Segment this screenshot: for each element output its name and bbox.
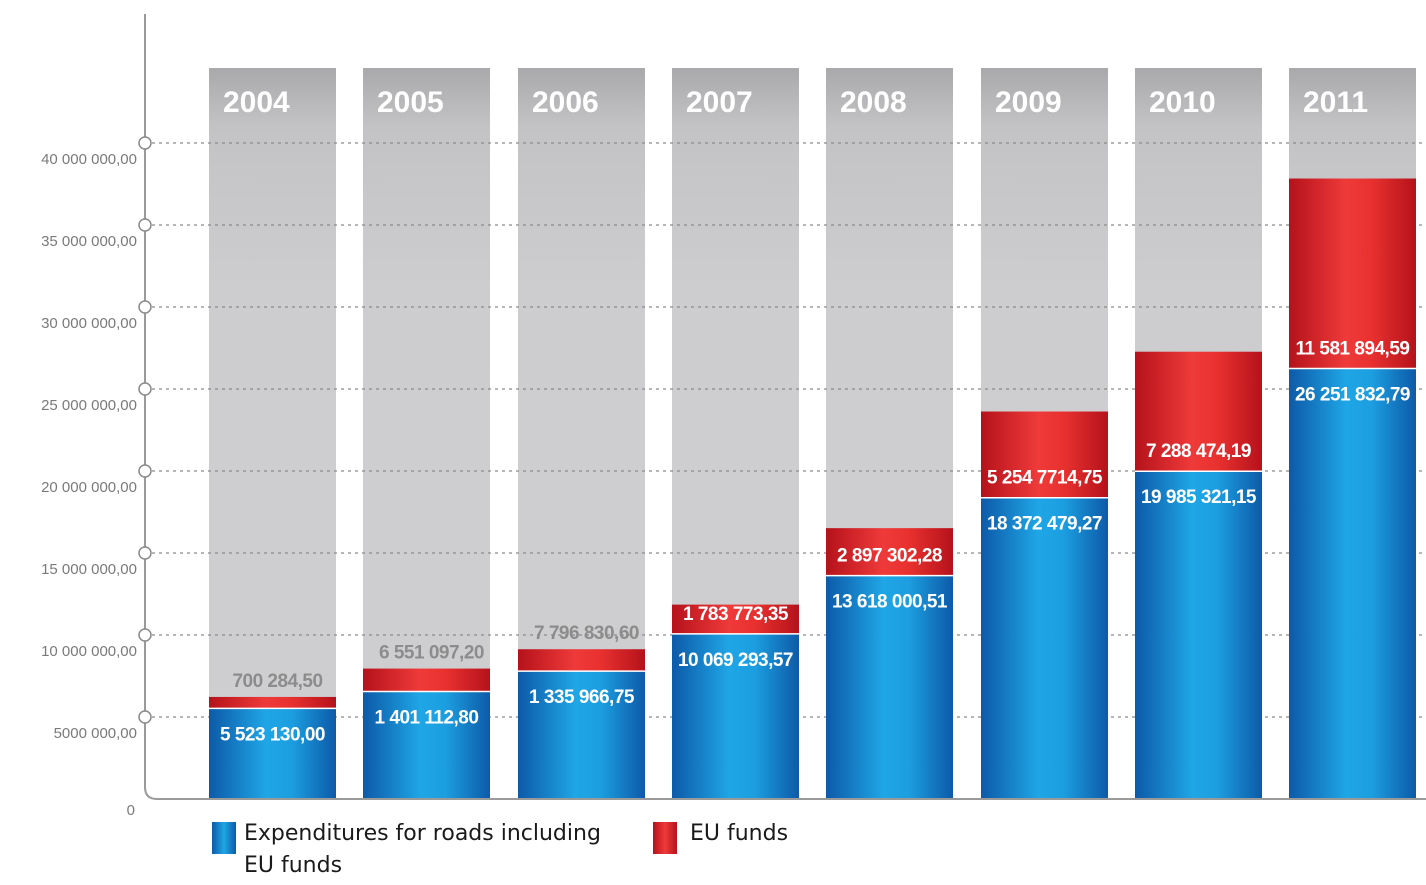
data-label-total-2006: 7 796 830,60 — [534, 623, 639, 644]
bar-eu-funds-2006 — [518, 649, 645, 672]
legend-swatch-roads — [212, 822, 236, 854]
bar-roads-2008 — [826, 575, 953, 799]
y-tick-label-4: 20 000 000,00 — [41, 479, 137, 496]
bar-roads-2004 — [209, 708, 336, 799]
tick-marker-1 — [138, 710, 152, 724]
axis-layer: 0 5000 000,00 10 000 000,00 15 000 000,00 20… — [41, 14, 1426, 819]
tick-marker-7 — [138, 218, 152, 232]
bar-eu-funds-2004 — [209, 696, 336, 709]
data-label-total-2005: 6 551 097,20 — [379, 643, 484, 664]
y-tick-label-7: 35 000 000,00 — [41, 233, 137, 250]
axis-line — [144, 14, 1426, 800]
y-tick-label-6: 30 000 000,00 — [41, 315, 137, 332]
column-background-2004 — [209, 68, 336, 799]
column-layer: 2004 2005 2006 2007 2008 2009 2010 2011 5 523 13… — [145, 68, 1426, 799]
data-label-roads-2006: 1 335 966,75 — [529, 687, 635, 708]
data-label-eu-2007: 1 783 773,35 — [683, 604, 789, 625]
y-tick-label-2: 10 000 000,00 — [41, 643, 137, 660]
bar-roads-2005 — [363, 691, 490, 799]
bar-eu-funds-2009 — [981, 411, 1108, 498]
data-label-roads-2004: 5 523 130,00 — [220, 724, 325, 745]
y-tick-label-1: 5000 000,00 — [54, 725, 137, 742]
data-label-eu-2009: 5 254 7714,75 — [987, 468, 1103, 489]
tick-marker-5 — [138, 382, 152, 396]
data-label-eu-2008: 2 897 302,28 — [837, 546, 942, 567]
y-tick-label-5: 25 000 000,00 — [41, 397, 137, 414]
tick-marker-6 — [138, 300, 152, 314]
legend-label-eu: EU funds — [690, 821, 789, 846]
year-label-2006: 2006 — [532, 86, 599, 119]
bar-eu-funds-2007 — [672, 604, 799, 634]
bar-eu-funds-2008 — [826, 528, 953, 576]
legend-swatch-eu — [653, 822, 677, 854]
year-label-2004: 2004 — [223, 86, 290, 119]
year-label-2008: 2008 — [840, 86, 907, 119]
data-label-roads-2009: 18 372 479,27 — [987, 514, 1102, 535]
y-tick-label-0: 0 — [127, 802, 135, 819]
data-label-roads-2011: 26 251 832,79 — [1295, 384, 1410, 405]
data-label-roads-2005: 1 401 112,80 — [375, 708, 479, 729]
data-label-roads-2007: 10 069 293,57 — [678, 650, 793, 671]
bar-roads-2010 — [1135, 471, 1262, 799]
bar-roads-2006 — [518, 671, 645, 799]
bar-eu-funds-2005 — [363, 668, 490, 692]
legend-label-roads: Expenditures for roads including EU fund… — [244, 821, 601, 878]
bar-eu-funds-2011 — [1289, 178, 1416, 369]
year-label-2007: 2007 — [686, 86, 753, 119]
year-label-2010: 2010 — [1149, 86, 1216, 119]
bar-eu-funds-2010 — [1135, 351, 1262, 472]
year-label-2009: 2009 — [995, 86, 1062, 119]
data-label-eu-2010: 7 288 474,19 — [1146, 441, 1251, 462]
data-label-roads-2010: 19 985 321,15 — [1141, 487, 1257, 508]
bar-roads-2007 — [672, 633, 799, 799]
tick-marker-2 — [138, 628, 152, 642]
data-label-total-2004: 700 284,50 — [232, 671, 322, 692]
tick-marker-3 — [138, 546, 152, 560]
data-label-roads-2008: 13 618 000,51 — [832, 592, 948, 613]
data-label-eu-2011: 11 581 894,59 — [1296, 338, 1410, 359]
year-label-2005: 2005 — [377, 86, 444, 119]
year-label-2011: 2011 — [1303, 86, 1368, 119]
tick-marker-4 — [138, 464, 152, 478]
y-tick-label-8: 40 000 000,00 — [41, 151, 137, 168]
y-tick-label-3: 15 000 000,00 — [41, 561, 137, 578]
bar-roads-2009 — [981, 497, 1108, 799]
tick-marker-8 — [138, 136, 152, 150]
bar-roads-2011 — [1289, 368, 1416, 799]
